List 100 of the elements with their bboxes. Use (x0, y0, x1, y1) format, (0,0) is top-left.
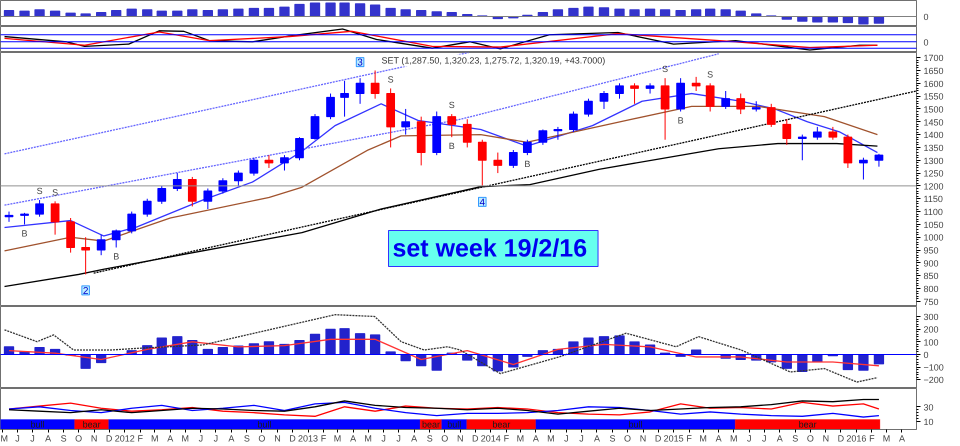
x-tick-label: D (472, 434, 480, 444)
y-tick-label: 900 (924, 258, 939, 268)
y-tick-label: 1150 (924, 194, 943, 204)
band-label: bull (628, 420, 643, 430)
x-tick-label: A (776, 434, 783, 444)
annotation: B (678, 116, 684, 126)
band-label: bear (422, 420, 440, 430)
y-tick-label: 1500 (924, 104, 944, 114)
y-tick-label: 10 (924, 416, 934, 427)
annotation: set week 19/2/16 (392, 234, 588, 262)
y-tick-label: 1650 (924, 66, 944, 76)
x-tick-label: F (869, 434, 876, 444)
x-tick-label: J (381, 434, 386, 444)
x-tick-label: M (516, 434, 524, 444)
y-tick-label: 950 (924, 246, 939, 256)
annotation: S (448, 100, 455, 110)
annotation: B (524, 159, 530, 170)
y-tick-label: 200 (924, 324, 939, 335)
x-tick-label: 2016 (846, 434, 866, 444)
y-tick-label: 1050 (924, 220, 944, 230)
x-tick-label: A (898, 434, 905, 444)
x-tick-label: M (699, 434, 707, 444)
x-tick-label: F (504, 434, 510, 444)
x-tick-label: M (0, 434, 8, 444)
x-tick-label: N (822, 434, 830, 444)
x-tick-label: D (289, 434, 296, 444)
y-tick-label: −200 (924, 375, 944, 386)
x-tick-label: S (792, 434, 798, 444)
y-tick-label: 1350 (924, 142, 944, 153)
y-tick-label: 1700 (924, 53, 944, 64)
band-label: bull (30, 420, 45, 430)
y-tick-label: −100 (924, 362, 944, 373)
annotation: SET (1,287.50, 1,320.23, 1,275.72, 1,320.19, +43.7000) (382, 56, 606, 66)
x-tick-label: 2013 (298, 434, 318, 444)
x-tick-label: A (167, 434, 174, 444)
x-tick-label: N (457, 434, 464, 444)
x-tick-label: F (137, 434, 144, 444)
annotation: 3 (357, 58, 364, 69)
x-tick-label: O (806, 434, 814, 444)
x-tick-label: N (640, 434, 646, 444)
band-label: bear (82, 420, 101, 430)
annotation: B (113, 251, 120, 262)
x-tick-label: A (228, 434, 234, 444)
x-tick-label: F (320, 434, 327, 444)
x-tick-label: M (151, 434, 159, 444)
annotation: S (36, 186, 43, 196)
annotation: 4 (480, 197, 486, 208)
x-tick-label: S (610, 434, 616, 444)
x-tick-label: D (106, 434, 113, 444)
x-tick-label: M (182, 434, 190, 444)
x-tick-label: 2015 (664, 434, 684, 444)
x-tick-label: J (762, 434, 766, 444)
y-tick-label: 100 (924, 337, 939, 348)
y-tick-label: 0 (924, 350, 929, 360)
x-tick-label: J (198, 434, 204, 444)
annotation: B (448, 141, 455, 152)
y-tick-label: 1250 (924, 168, 944, 179)
x-tick-label: J (746, 434, 752, 444)
y-tick-label: 800 (924, 284, 939, 294)
y-tick-label: 300 (924, 312, 939, 322)
x-tick-label: M (547, 434, 555, 444)
x-tick-label: J (564, 434, 569, 444)
x-tick-label: O (75, 434, 82, 444)
x-tick-label: A (594, 434, 600, 444)
x-tick-label: N (90, 434, 98, 444)
x-tick-label: J (396, 434, 401, 444)
x-tick-label: F (686, 434, 692, 444)
x-tick-label: A (411, 434, 418, 444)
annotation: S (707, 69, 714, 80)
x-tick-label: A (716, 434, 722, 444)
annotation: S (52, 187, 58, 198)
x-tick-label: S (60, 434, 67, 444)
x-tick-label: 2014 (480, 434, 501, 444)
x-tick-label: S (426, 434, 433, 444)
x-tick-label: M (334, 434, 342, 444)
band-label: bull (257, 420, 272, 430)
annotation: S (388, 74, 394, 84)
x-tick-label: O (441, 434, 448, 444)
x-tick-label: J (214, 434, 218, 444)
annotation: B (22, 228, 28, 238)
y-tick-label: 1100 (924, 207, 943, 218)
x-tick-label: A (532, 434, 539, 444)
x-tick-label: J (30, 434, 35, 444)
y-tick-label: 1400 (924, 130, 944, 140)
x-tick-label: A (45, 434, 52, 444)
x-tick-label: D (654, 434, 662, 444)
y-tick-label: 1450 (924, 117, 944, 128)
y-tick-label: 1000 (924, 232, 944, 243)
y-tick-label: 1300 (924, 156, 944, 166)
x-tick-label: J (15, 434, 20, 444)
x-tick-label: O (624, 434, 632, 444)
x-tick-label: M (364, 434, 372, 444)
y-tick-label: 1200 (924, 181, 944, 192)
band-label: bull (447, 420, 462, 430)
x-tick-label: M (730, 434, 738, 444)
y-tick-label: 30 (924, 402, 934, 412)
x-tick-label: N (274, 434, 281, 444)
x-tick-label: D (838, 434, 845, 444)
annotation: 2 (82, 286, 89, 297)
band-label: bear (798, 420, 817, 430)
